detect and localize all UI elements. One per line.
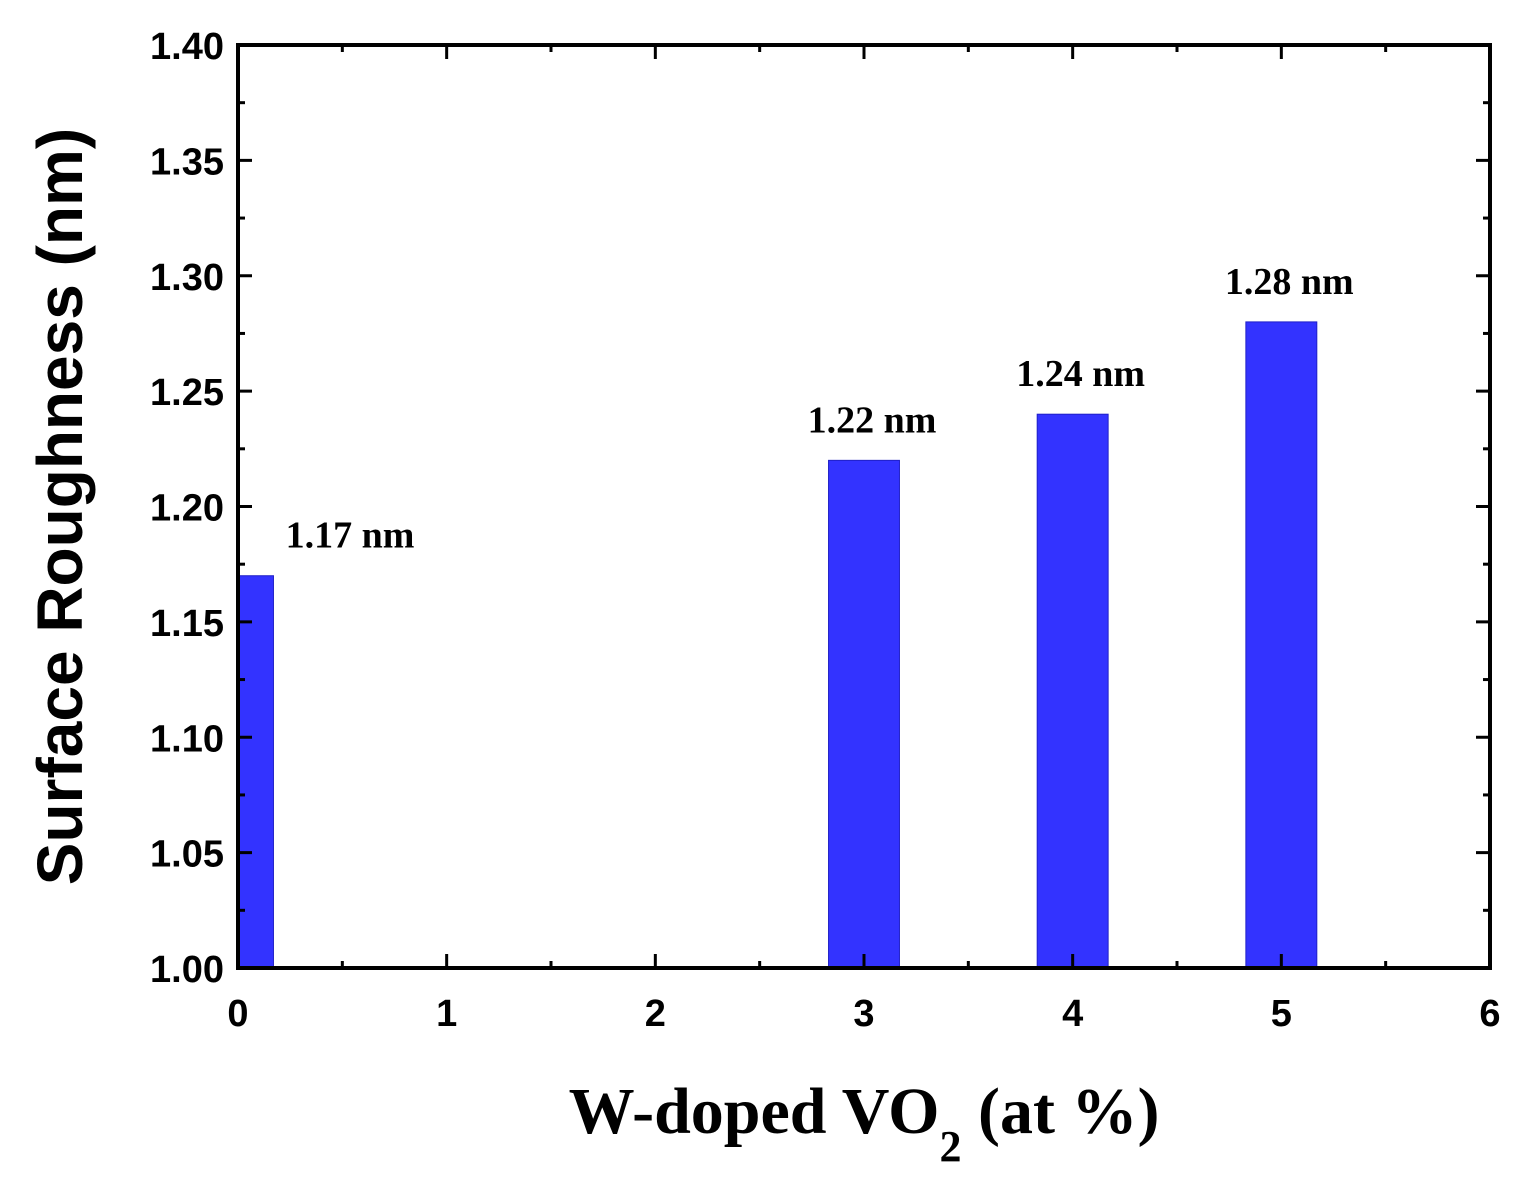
y-axis-title: Surface Roughness (nm) — [24, 128, 96, 885]
x-axis-title: W-doped VO2 (at %) — [569, 1075, 1160, 1171]
tick-labels-group: 1.00 1.05 1.10 1.15 1.20 1.25 1.30 1.35 1.40 0 1 2 3… — [150, 26, 1501, 1035]
data-label-5: 1.28 nm — [1225, 261, 1354, 303]
x-axis-title-suffix: (at %) — [962, 1075, 1160, 1148]
y-tick-label-1.40: 1.40 — [150, 26, 224, 68]
y-tick-label-1.30: 1.30 — [150, 257, 224, 299]
y-tick-label-1.10: 1.10 — [150, 718, 224, 760]
data-label-3: 1.22 nm — [808, 399, 937, 441]
x-tick-label-4: 4 — [1062, 993, 1083, 1035]
y-tick-label-1.05: 1.05 — [150, 834, 224, 876]
x-tick-label-3: 3 — [853, 993, 874, 1035]
x-axis-title-main: W-doped VO — [569, 1075, 940, 1148]
bars-group — [237, 321, 1318, 969]
x-tick-label-2: 2 — [645, 993, 666, 1035]
bar-3 — [828, 459, 900, 969]
bar-0 — [237, 575, 274, 969]
y-tick-label-1.20: 1.20 — [150, 488, 224, 530]
x-tick-label-1: 1 — [436, 993, 457, 1035]
data-label-4: 1.24 nm — [1016, 353, 1145, 395]
y-tick-label-1.00: 1.00 — [150, 949, 224, 991]
y-tick-label-1.25: 1.25 — [150, 372, 224, 414]
data-label-0: 1.17 nm — [286, 515, 415, 557]
data-labels-group: 1.17 nm 1.22 nm 1.24 nm 1.28 nm — [286, 261, 1354, 557]
y-tick-label-1.35: 1.35 — [150, 141, 224, 183]
x-tick-label-5: 5 — [1271, 993, 1292, 1035]
plot-frame — [236, 43, 1492, 970]
y-tick-label-1.15: 1.15 — [150, 603, 224, 645]
bar-5 — [1245, 321, 1318, 969]
x-tick-label-6: 6 — [1479, 993, 1500, 1035]
bar-4 — [1036, 413, 1109, 969]
x-tick-label-0: 0 — [227, 993, 248, 1035]
x-axis-title-subscript: 2 — [940, 1122, 962, 1171]
